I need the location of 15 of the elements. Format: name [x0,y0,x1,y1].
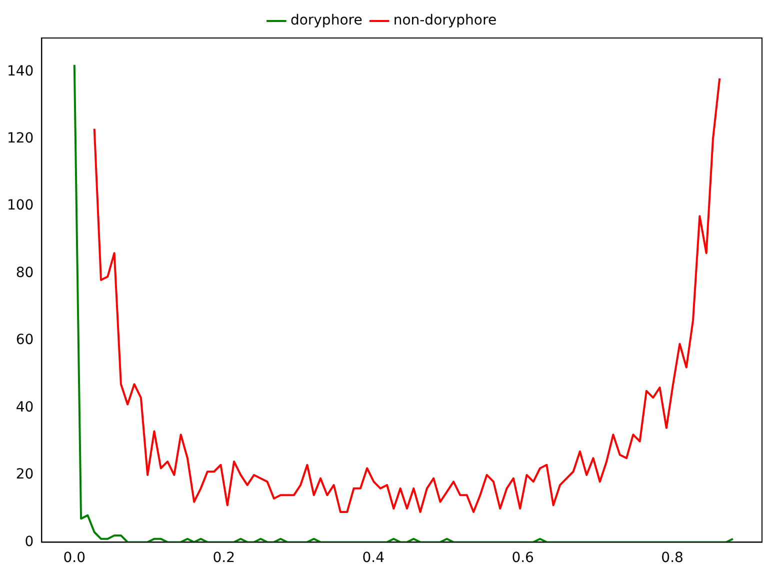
y-tick-label: 60 [16,332,34,348]
legend-label: doryphore [290,12,362,29]
x-tick-label: 0.6 [512,550,534,566]
x-tick-label: 0.2 [212,550,235,566]
x-tick-label: 0.8 [661,550,684,566]
y-tick-label: 140 [6,63,34,80]
y-tick-label: 80 [16,264,34,281]
y-tick-label: 0 [24,534,34,550]
x-tick-label: 0.0 [63,550,86,566]
y-tick-label: 40 [16,399,34,416]
y-tick-label: 120 [6,130,34,146]
x-tick-label: 0.4 [362,550,385,566]
legend-label: non-doryphore [393,12,497,29]
y-tick-label: 100 [6,198,34,214]
y-tick-label: 20 [16,466,34,483]
